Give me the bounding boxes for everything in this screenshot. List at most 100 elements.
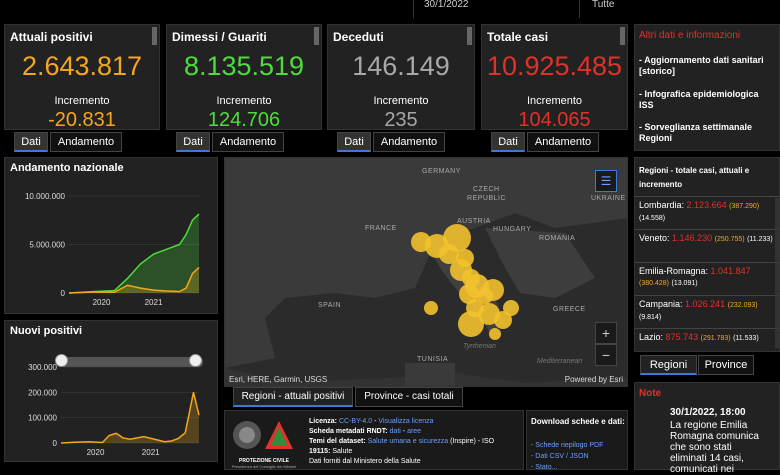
- logo-subtext: Presidenza del Consiglio dei Ministri: [231, 464, 297, 469]
- temi-link[interactable]: Salute umana e sicurezza: [367, 438, 449, 445]
- meta-dati-link[interactable]: dati: [389, 428, 401, 435]
- region-bubble[interactable]: [489, 328, 501, 340]
- andamento-chart: 10.000.000 5.000.000 0 2020 2021: [25, 192, 200, 307]
- lic-link[interactable]: CC-BY-4.0: [338, 418, 373, 425]
- download-csv-link[interactable]: - Dati CSV / JSON: [531, 453, 589, 460]
- zoom-in-button[interactable]: +: [595, 322, 617, 344]
- date-filter[interactable]: 30/1/2022: [413, 0, 579, 18]
- region-row[interactable]: Campania: 1.026.241 (232.093) (9.814): [639, 299, 779, 323]
- series-line: [60, 392, 200, 444]
- regioni-scrollbar[interactable]: [775, 198, 779, 348]
- kpi-scrollbar[interactable]: [314, 27, 319, 45]
- map-label: GERMANY: [422, 168, 461, 175]
- kpi-value: 146.149: [352, 51, 450, 81]
- region-filter[interactable]: Tutte: [579, 0, 634, 18]
- region-bubble[interactable]: [439, 244, 459, 264]
- meta-aree-link[interactable]: aree: [407, 428, 422, 435]
- y-tick-label: 100.000: [28, 414, 57, 423]
- map[interactable]: GERMANY CZECH REPUBLIC UKRAINE FRANCE AU…: [224, 157, 628, 387]
- kpi-scrollbar[interactable]: [152, 27, 157, 45]
- kpi-scrollbar[interactable]: [620, 27, 625, 45]
- region-attuali: (291.783): [700, 335, 731, 342]
- download-panel: Download schede e dati: - Schede riepilo…: [526, 410, 628, 471]
- region-attuali: (387.290): [729, 203, 760, 210]
- region-total: 1.041.847: [710, 266, 751, 276]
- map-tab-province[interactable]: Province - casi totali: [355, 387, 463, 407]
- x-tick-label: 2021: [142, 448, 160, 457]
- tab-dati-totale[interactable]: Dati: [491, 132, 525, 152]
- download-title: Download schede e dati:: [531, 417, 625, 426]
- view-license-link[interactable]: Visualizza licenza: [378, 418, 434, 425]
- download-more-link[interactable]: - Stato...: [531, 464, 558, 471]
- map-label: CZECH: [473, 186, 500, 193]
- map-label: TUNISIA: [417, 356, 449, 363]
- kpi-increment: 124.706: [207, 109, 281, 131]
- map-attribution: Esri, HERE, Garmin, USGS: [229, 375, 328, 384]
- kpi-panel-totale: Totale casi 10.925.485 Incremento 104.06…: [481, 24, 628, 131]
- kpi-increment-label: Incremento: [54, 95, 110, 107]
- andamento-panel: Andamento nazionale 10.000.000 5.000.000 0…: [4, 157, 218, 314]
- kpi-scrollbar[interactable]: [467, 27, 472, 45]
- region-row[interactable]: Lombardia: 2.123.664 (387.290) (14.558): [639, 200, 779, 224]
- nuovi-panel: Nuovi positivi 300.000 200.000 100.000 0 202…: [4, 320, 218, 462]
- note-date: 30/1/2022, 18:00: [670, 407, 746, 418]
- temi-label: Temi del dataset:: [309, 438, 366, 445]
- kpi-increment: -20.831: [48, 109, 116, 131]
- region-total: 1.146.230: [672, 233, 713, 243]
- map-label: FRANCE: [365, 225, 397, 232]
- slider-handle-right[interactable]: [189, 354, 202, 367]
- iso-label: 19115:: [309, 448, 331, 455]
- tab-andamento-totale[interactable]: Andamento: [527, 132, 599, 152]
- note-title: Note: [639, 388, 662, 399]
- region-name: Emilia-Romagna:: [639, 266, 709, 276]
- map-label: UKRAINE: [591, 195, 626, 202]
- region-row[interactable]: Lazio: 875.743 (291.783) (11.533): [639, 332, 779, 344]
- map-label: ROMANIA: [539, 235, 576, 242]
- legend-button[interactable]: ☰: [595, 170, 617, 192]
- kpi-panel-dimessi: Dimessi / Guariti 8.135.519 Incremento 1…: [166, 24, 322, 131]
- region-row[interactable]: Emilia-Romagna: 1.041.847 (380.428) (13.…: [639, 266, 779, 289]
- region-row[interactable]: Veneto: 1.146.230 (250.755) (11.233): [639, 233, 779, 245]
- series-area: [61, 392, 199, 443]
- info-title: Altri dati e informazioni: [639, 30, 741, 41]
- series-line: [68, 213, 200, 294]
- region-bubble[interactable]: [458, 311, 484, 337]
- map-background: [225, 158, 627, 386]
- time-slider[interactable]: [60, 357, 203, 367]
- link-sorveglianza[interactable]: - Sorveglianza settimanale Regioni: [639, 122, 753, 143]
- region-bubble[interactable]: [494, 311, 512, 329]
- zoom-out-button[interactable]: −: [595, 344, 617, 366]
- tab-dati-deceduti[interactable]: Dati: [337, 132, 371, 152]
- slider-handle-left[interactable]: [55, 354, 68, 367]
- region-divider: [635, 229, 780, 230]
- region-divider: [635, 262, 780, 263]
- tab-andamento-deceduti[interactable]: Andamento: [373, 132, 445, 152]
- region-increment: (11.233): [747, 236, 773, 243]
- tab-province[interactable]: Province: [698, 355, 754, 375]
- region-attuali: (380.428): [639, 280, 669, 287]
- tab-andamento-dimessi[interactable]: Andamento: [212, 132, 284, 152]
- kpi-value: 2.643.817: [21, 51, 143, 81]
- kpi-increment: 104.065: [518, 109, 591, 131]
- x-tick-label: 2020: [93, 298, 111, 307]
- kpi-increment-label: Incremento: [216, 95, 272, 107]
- tab-andamento-attuali[interactable]: Andamento: [50, 132, 122, 152]
- tab-regioni[interactable]: Regioni: [640, 355, 697, 375]
- top-bar: 30/1/2022 Tutte: [0, 0, 780, 18]
- region-name: Lazio:: [639, 332, 664, 342]
- info-panel: Altri dati e informazioni - Aggiornament…: [634, 24, 780, 151]
- tab-dati-attuali[interactable]: Dati: [14, 132, 48, 152]
- map-tab-regioni[interactable]: Regioni - attuali positivi: [233, 387, 353, 407]
- map-label: REPUBLIC: [467, 195, 507, 202]
- region-bubble[interactable]: [424, 301, 438, 315]
- download-pdf-link[interactable]: - Schede riepilogo PDF: [531, 442, 604, 449]
- note-panel: Note 30/1/2022, 18:00 La regione Emilia …: [634, 382, 780, 475]
- map-label: GREECE: [553, 306, 586, 313]
- regioni-panel: Regioni - totale casi, attuali e increme…: [634, 157, 780, 352]
- region-bubble[interactable]: [482, 279, 504, 301]
- logo-text: PROTEZIONE CIVILE: [238, 458, 289, 464]
- link-aggiornamento[interactable]: - Aggiornamento dati sanitari [storico]: [639, 55, 764, 76]
- link-infografica[interactable]: - Infografica epidemiologica ISS: [639, 89, 759, 110]
- tab-dati-dimessi[interactable]: Dati: [176, 132, 210, 152]
- region-total: 2.123.664: [686, 200, 727, 210]
